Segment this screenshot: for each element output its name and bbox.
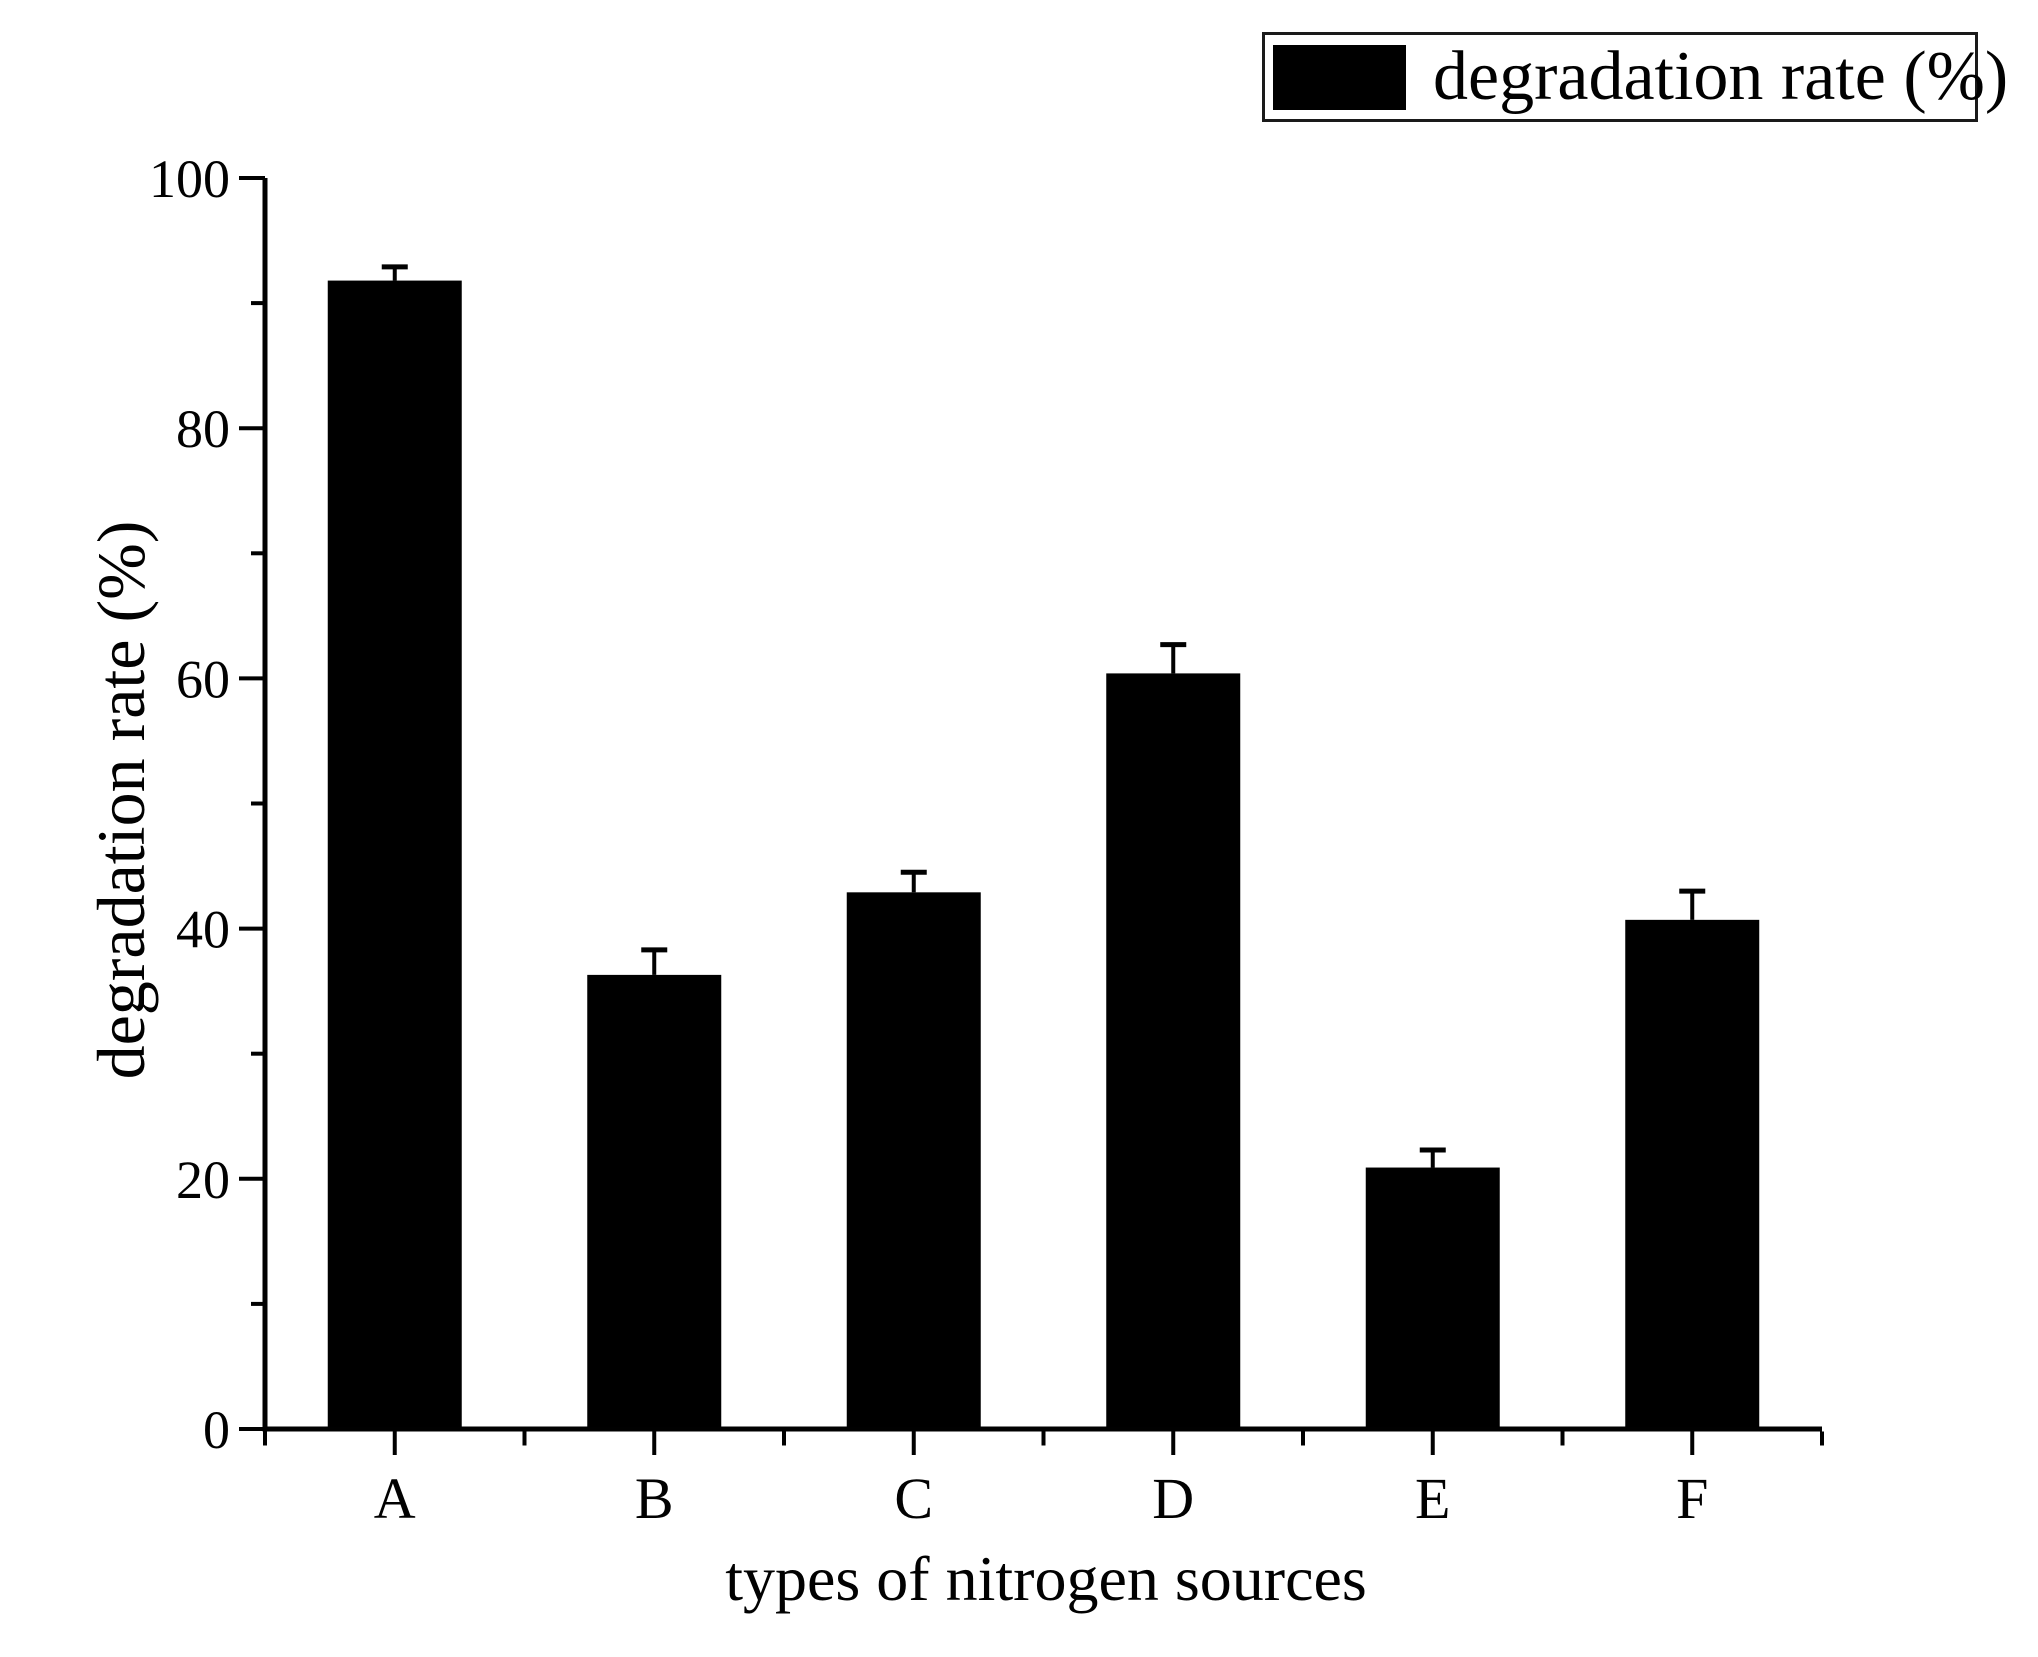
bar-E — [1365, 1167, 1500, 1429]
x-category-label-B: B — [635, 1466, 674, 1531]
bar-A — [327, 280, 462, 1429]
y-tick-label-80: 80 — [176, 399, 230, 459]
bar-F — [1625, 919, 1760, 1429]
bar-B — [587, 974, 722, 1429]
y-tick-label-40: 40 — [176, 900, 230, 960]
legend-label: degradation rate (%) — [1433, 38, 2009, 115]
y-tick-label-20: 20 — [176, 1150, 230, 1210]
legend: degradation rate (%) — [1262, 32, 2008, 122]
bar-D — [1106, 673, 1241, 1429]
x-category-label-E: E — [1415, 1466, 1450, 1531]
y-axis-title: degradation rate (%) — [83, 520, 159, 1080]
y-tick-label-100: 100 — [149, 149, 230, 209]
x-category-label-A: A — [374, 1466, 416, 1531]
x-category-label-F: F — [1676, 1466, 1708, 1531]
bar-C — [846, 892, 981, 1429]
y-tick-label-0: 0 — [203, 1400, 230, 1460]
y-tick-label-60: 60 — [176, 649, 230, 709]
x-category-label-D: D — [1152, 1466, 1194, 1531]
legend-swatch — [1273, 44, 1406, 110]
x-category-label-C: C — [894, 1466, 933, 1531]
x-axis-title: types of nitrogen sources — [725, 1543, 1367, 1614]
